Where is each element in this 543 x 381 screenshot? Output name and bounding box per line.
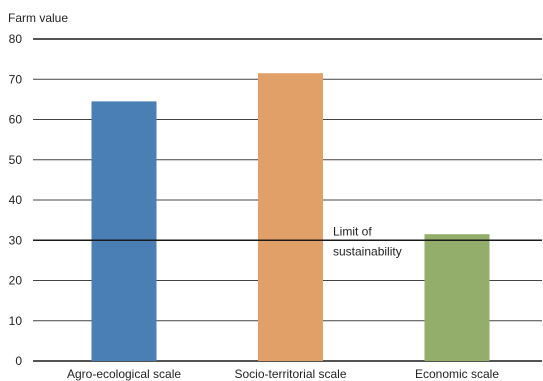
sustainability-limit-label-line1: Limit of <box>333 224 372 238</box>
y-tick-label: 80 <box>9 32 23 46</box>
y-tick-label: 40 <box>9 193 23 207</box>
bars <box>91 73 490 362</box>
bar <box>424 234 490 361</box>
x-category-label: Socio-territorial scale <box>234 367 346 381</box>
y-tick-labels: 0 10 20 30 40 50 60 70 80 <box>9 32 23 368</box>
y-tick-label: 10 <box>9 314 23 328</box>
sustainability-limit-label-line2: sustainability <box>333 244 402 258</box>
x-category-label: Economic scale <box>415 367 499 381</box>
y-axis-title: Farm value <box>8 11 68 25</box>
x-category-labels: Agro-ecological scale Socio-territorial s… <box>67 367 499 381</box>
bar <box>91 101 157 361</box>
y-tick-label: 50 <box>9 153 23 167</box>
y-tick-label: 70 <box>9 72 23 86</box>
x-category-label: Agro-ecological scale <box>67 367 181 381</box>
bar <box>258 73 323 362</box>
y-tick-label: 20 <box>9 274 23 288</box>
y-tick-label: 0 <box>15 354 22 368</box>
y-tick-label: 30 <box>9 233 23 247</box>
sustainability-limit: Limit of sustainability <box>33 224 542 258</box>
y-tick-label: 60 <box>9 113 23 127</box>
